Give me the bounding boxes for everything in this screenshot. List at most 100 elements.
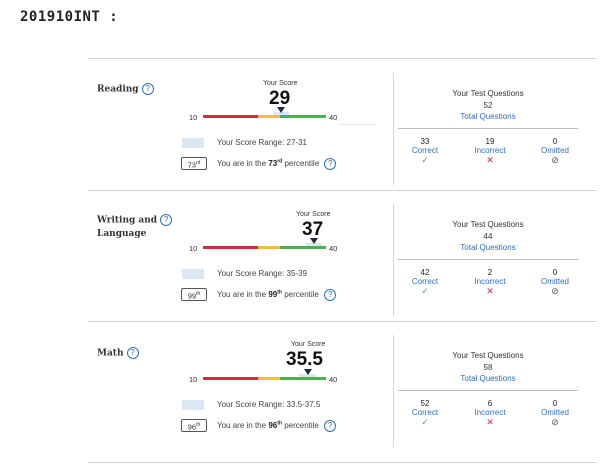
correct-count: 42 [420,268,430,277]
section-math: Math? Your Score 35.5 10 40 Your Score R… [88,321,597,462]
score-range-band [299,374,316,377]
section-title-text: Math [97,348,124,359]
x-icon: ✕ [486,286,494,296]
omitted-icon: ⊘ [551,417,559,427]
help-circle-icon[interactable]: ? [160,214,173,226]
help-circle-icon[interactable]: ? [126,347,139,359]
omitted-count: 0 [552,268,558,277]
section-title: Writing and? Language [97,214,173,241]
scale-segment-high [280,115,326,118]
percentile-badge: 96th [181,419,207,432]
scale-segment-low [203,246,259,249]
score-marker-icon [303,369,312,375]
score-value: 35.5 [286,349,323,370]
divider [340,124,375,125]
scale-min-label: 10 [189,244,198,253]
correct-count: 52 [420,399,430,408]
stat-correct: 42 Correct ✓ [400,268,450,297]
score-range-band [272,112,290,115]
scale-min-label: 10 [189,375,198,384]
omitted-icon: ⊘ [551,155,559,165]
incorrect-count: 6 [487,399,493,408]
section-writing-and-language: Writing and? Language Your Score 37 10 4… [88,190,597,322]
panel-divider [398,390,578,391]
check-icon: ✓ [421,286,429,296]
correct-label: Correct [411,408,439,417]
score-scale-bar [203,246,326,249]
score-value: 37 [302,219,324,240]
section-title-text: Language [97,228,147,239]
percentile-text: You are in the 99th percentile ? [217,289,337,301]
score-marker-icon [309,238,318,244]
total-questions-link[interactable]: Total Questions [460,243,516,252]
scale-segment-mid [258,377,281,380]
total-questions-link[interactable]: Total Questions [460,374,516,383]
omitted-icon: ⊘ [551,286,559,296]
incorrect-count: 19 [485,137,495,146]
score-range-band [305,243,322,246]
stat-omitted: 0 Omitted ⊘ [530,137,580,166]
omitted-label: Omitted [540,408,569,417]
stat-correct: 33 Correct ✓ [400,137,450,166]
help-circle-icon[interactable]: ? [141,83,154,95]
your-score-label: Your Score [296,211,331,218]
omitted-label: Omitted [540,146,569,155]
your-score-label: Your Score [291,341,326,348]
stat-incorrect: 19 Incorrect ✕ [465,137,515,166]
section-title: Reading? [97,83,154,97]
percentile-badge: 99th [181,288,207,301]
x-icon: ✕ [486,417,494,427]
test-questions-title: Your Test Questions [452,351,524,360]
score-range-text: Your Score Range: 33.5-37.5 [217,400,321,409]
total-questions-count: 44 [483,232,493,241]
test-questions-panel: Your Test Questions 44 Total Questions 4… [393,204,582,316]
help-circle-icon[interactable]: ? [324,420,337,432]
section-title: Math? [97,347,139,361]
scale-segment-high [280,246,326,249]
panel-divider [398,128,578,129]
score-marker-icon [276,107,285,113]
test-questions-title: Your Test Questions [452,89,524,98]
help-circle-icon[interactable]: ? [324,289,337,301]
score-value: 29 [269,88,291,109]
check-icon: ✓ [421,155,429,165]
stat-incorrect: 2 Incorrect ✕ [465,268,515,297]
score-range-legend-swatch [182,138,204,148]
stat-omitted: 0 Omitted ⊘ [530,399,580,428]
scale-max-label: 40 [329,375,338,384]
correct-label: Correct [411,146,439,155]
percentile-badge: 73rd [181,157,207,170]
scale-segment-mid [258,246,281,249]
incorrect-label: Incorrect [474,146,506,155]
correct-count: 33 [420,137,430,146]
your-score-label: Your Score [263,80,298,87]
score-range-text: Your Score Range: 35-39 [217,269,308,278]
stat-incorrect: 6 Incorrect ✕ [465,399,515,428]
panel-divider [398,259,578,260]
test-questions-panel: Your Test Questions 58 Total Questions 5… [393,335,582,447]
score-report: Reading? Your Score 29 10 40 Your Score … [88,58,597,463]
test-questions-title: Your Test Questions [452,220,524,229]
test-questions-panel: Your Test Questions 52 Total Questions 3… [393,73,582,185]
omitted-count: 0 [552,137,558,146]
x-icon: ✕ [486,155,494,165]
section-title-text: Reading [97,84,139,95]
stat-correct: 52 Correct ✓ [400,399,450,428]
section-reading: Reading? Your Score 29 10 40 Your Score … [88,59,597,191]
scale-max-label: 40 [329,113,338,122]
page-heading: 201910INT : [20,9,119,25]
score-scale-bar [203,115,326,118]
percentile-text: You are in the 73rd percentile ? [217,158,337,170]
scale-segment-high [280,377,326,380]
scale-segment-low [203,377,259,380]
score-range-legend-swatch [182,400,204,410]
incorrect-label: Incorrect [474,277,506,286]
score-scale-bar [203,377,326,380]
section-title-text: Writing and [97,215,158,226]
stat-omitted: 0 Omitted ⊘ [530,268,580,297]
scale-max-label: 40 [329,244,338,253]
omitted-count: 0 [552,399,558,408]
total-questions-link[interactable]: Total Questions [460,112,516,121]
help-circle-icon[interactable]: ? [324,158,337,170]
scale-segment-mid [258,115,281,118]
